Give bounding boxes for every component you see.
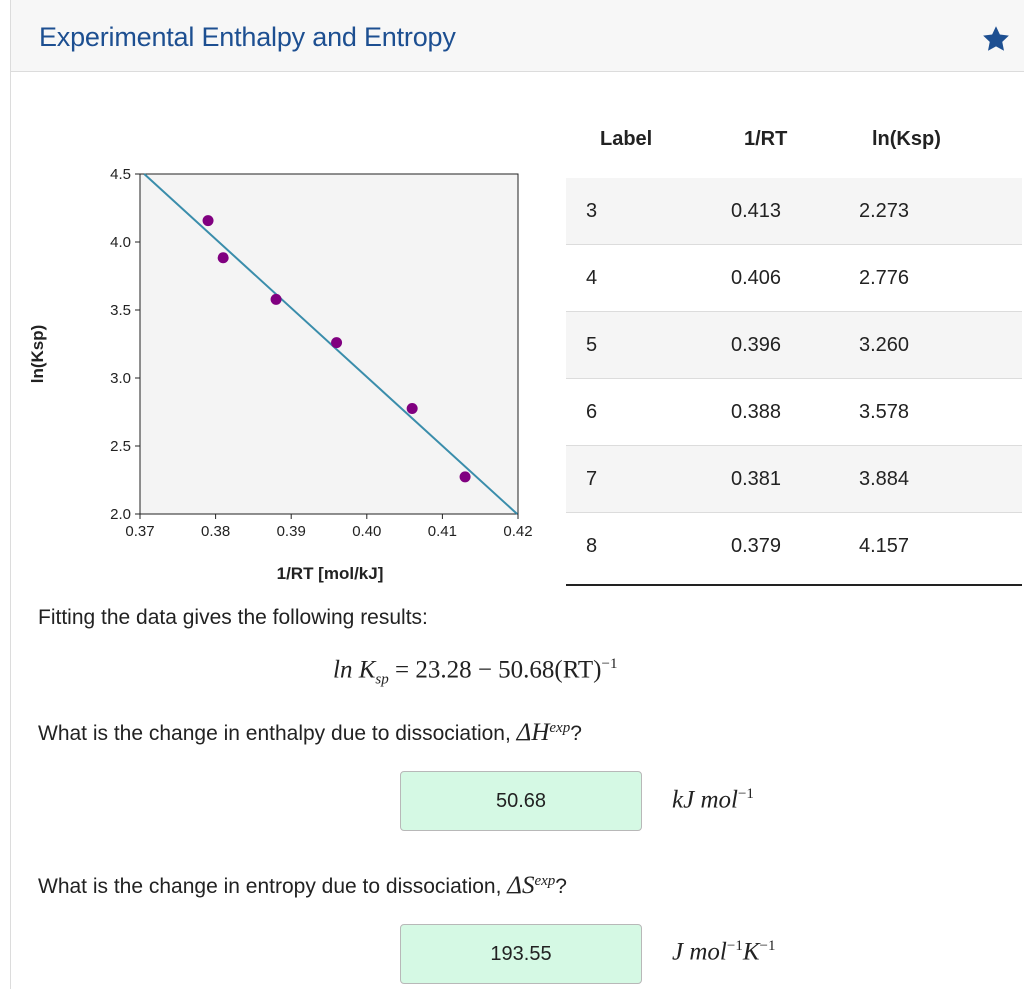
equation-lhs: ln K [333, 656, 376, 684]
data-point [217, 252, 229, 264]
cell-label: 7 [586, 468, 598, 490]
y-tick-label: 2.5 [110, 438, 131, 455]
scatter-chart: 0.37 0.38 0.39 0.40 0.41 0.42 2.0 2.5 3.0 3.5 4.0 4… [110, 166, 532, 540]
entropy-question-text: What is the change in entropy due to dis… [38, 875, 508, 898]
table-bottom-rule [566, 584, 1022, 586]
table-row: 5 0.396 3.260 [566, 312, 1022, 379]
data-point [459, 471, 471, 483]
x-axis-label: 1/RT [mol/kJ] [276, 564, 384, 583]
cell-inv-rt: 0.413 [731, 200, 782, 222]
enthalpy-unit-text: kJ mol [672, 786, 738, 814]
cell-ln-ksp: 3.260 [859, 334, 910, 356]
panel-title: Experimental Enthalpy and Entropy [39, 22, 456, 52]
enthalpy-symbol-superscript: exp [549, 720, 571, 736]
entropy-symbol: ΔS [507, 872, 535, 899]
data-point [331, 337, 343, 349]
equation-rhs-superscript: −1 [601, 656, 618, 672]
entropy-unit-b: K [742, 938, 760, 966]
equation-lhs-subscript: sp [375, 671, 389, 688]
entropy-question: What is the change in entropy due to dis… [38, 872, 567, 900]
cell-label: 6 [586, 401, 598, 423]
cell-inv-rt: 0.381 [731, 468, 782, 490]
y-tick-label: 3.5 [110, 302, 131, 319]
question-panel: Experimental Enthalpy and Entropy [10, 0, 1024, 989]
star-icon[interactable] [981, 24, 1011, 54]
column-header-ln-ksp: ln(Ksp) [872, 128, 941, 150]
cell-label: 8 [586, 535, 598, 557]
entropy-unit-b-superscript: −1 [759, 938, 776, 954]
entropy-unit-a: J mol [672, 938, 727, 966]
fit-line [143, 173, 518, 515]
enthalpy-answer-field[interactable]: 50.68 [400, 771, 642, 831]
table-row: 4 0.406 2.776 [566, 245, 1022, 312]
entropy-symbol-superscript: exp [534, 873, 556, 889]
table-row: 7 0.381 3.884 [566, 446, 1022, 513]
table-row: 6 0.388 3.578 [566, 379, 1022, 446]
cell-label: 3 [586, 200, 598, 222]
entropy-question-end: ? [555, 875, 567, 898]
y-tick-label: 2.0 [110, 506, 131, 523]
y-tick-label: 4.0 [110, 234, 131, 251]
cell-inv-rt: 0.396 [731, 334, 782, 356]
x-tick-label: 0.37 [125, 523, 154, 540]
cell-ln-ksp: 2.273 [859, 200, 910, 222]
cell-label: 4 [586, 267, 598, 289]
enthalpy-symbol: ΔH [516, 719, 550, 746]
entropy-answer-field[interactable]: 193.55 [400, 924, 642, 984]
enthalpy-question-end: ? [570, 722, 582, 745]
cell-ln-ksp: 3.884 [859, 468, 910, 490]
fit-description: Fitting the data gives the following res… [38, 606, 428, 629]
table-row: 8 0.379 4.157 [566, 513, 1022, 580]
enthalpy-question: What is the change in enthalpy due to di… [38, 719, 582, 747]
data-point [202, 215, 214, 227]
y-axis-label: ln(Ksp) [28, 324, 47, 384]
x-tick-label: 0.41 [428, 523, 457, 540]
column-header-label: Label [600, 128, 653, 150]
entropy-unit: J mol−1K−1 [672, 938, 775, 966]
enthalpy-unit-superscript: −1 [737, 786, 754, 802]
x-tick-label: 0.38 [201, 523, 230, 540]
data-point [406, 402, 418, 414]
x-tick-label: 0.39 [277, 523, 306, 540]
panel-header: Experimental Enthalpy and Entropy [11, 0, 1024, 72]
entropy-unit-a-superscript: −1 [726, 938, 743, 954]
cell-ln-ksp: 3.578 [859, 401, 910, 423]
cell-label: 5 [586, 334, 598, 356]
column-header-inv-rt: 1/RT [744, 128, 788, 150]
enthalpy-unit: kJ mol−1 [672, 786, 754, 814]
y-tick-label: 3.0 [110, 370, 131, 387]
fit-equation: ln Ksp = 23.28 − 50.68(RT)−1 [333, 656, 617, 688]
y-tick-label: 4.5 [110, 166, 131, 183]
cell-inv-rt: 0.388 [731, 401, 782, 423]
equation-rhs: = 23.28 − 50.68(RT) [388, 656, 602, 684]
cell-ln-ksp: 4.157 [859, 535, 910, 557]
x-tick-label: 0.42 [503, 523, 532, 540]
x-tick-label: 0.40 [352, 523, 381, 540]
enthalpy-question-text: What is the change in enthalpy due to di… [38, 722, 517, 745]
cell-ln-ksp: 2.776 [859, 267, 910, 289]
table-row: 3 0.413 2.273 [566, 178, 1022, 245]
cell-inv-rt: 0.406 [731, 267, 782, 289]
cell-inv-rt: 0.379 [731, 535, 782, 557]
data-point [270, 293, 282, 305]
